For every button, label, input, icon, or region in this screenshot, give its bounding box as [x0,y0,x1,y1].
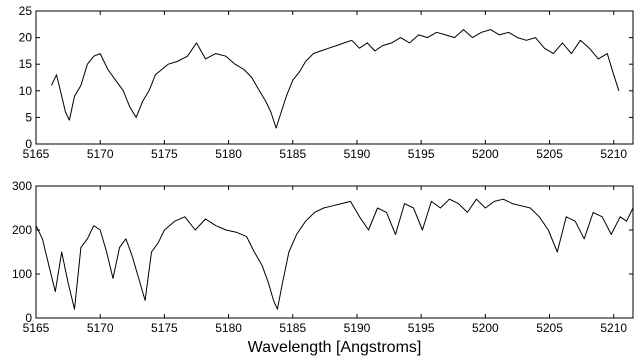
x-tick-label: 5205 [536,147,563,161]
x-tick-label: 5170 [87,147,114,161]
chart-panel-2: 5165 5170 5175 5180 5185 5190 5195 5200 5205 5210… [12,179,634,356]
x-tick-label: 5165 [23,321,50,335]
x-tick-label: 5165 [23,147,50,161]
plot-frame-2 [35,185,634,319]
x-tick-label: 5180 [215,321,242,335]
y-tick-label: 25 [19,4,33,18]
x-tick-label: 5170 [87,321,114,335]
x-tick-label: 5195 [408,147,435,161]
x-tick-label: 5175 [151,147,178,161]
spectrum-line-1-1 [50,29,620,129]
x-tick-label: 5185 [279,147,306,161]
x-tick-label: 5200 [472,321,499,335]
y-tick-label: 0 [25,137,32,151]
y-tick-label: 15 [19,57,33,71]
x-tick-label: 5175 [151,321,178,335]
x-tick-label: 5195 [408,321,435,335]
y-tick-label: 300 [12,179,32,193]
y-tick-label: 0 [25,311,32,325]
x-tick-label: 5205 [536,321,563,335]
y-tick-label: 200 [12,223,32,237]
y-tick-label: 10 [19,84,33,98]
x-tick-label: 5190 [344,321,371,335]
chart-panel-1: 5165 5170 5175 5180 5185 5190 5195 5200 5205 5210… [19,4,634,161]
y-tick-label: 5 [25,110,32,124]
x-tick-label: 5200 [472,147,499,161]
x-tick-label: 5190 [344,147,371,161]
y-tick-label: 20 [19,31,33,45]
x-tick-label: 5180 [215,147,242,161]
plot-frame-1 [35,10,634,145]
spectrum-line-2-1 [35,198,634,310]
chart-panels: 5165 5170 5175 5180 5185 5190 5195 5200 5205 5210… [12,4,634,356]
x-tick-label: 5210 [600,147,627,161]
y-tick-label: 100 [12,267,32,281]
x-axis-title: Wavelength [Angstroms] [248,339,422,356]
x-tick-label: 5185 [279,321,306,335]
x-tick-label: 5210 [600,321,627,335]
